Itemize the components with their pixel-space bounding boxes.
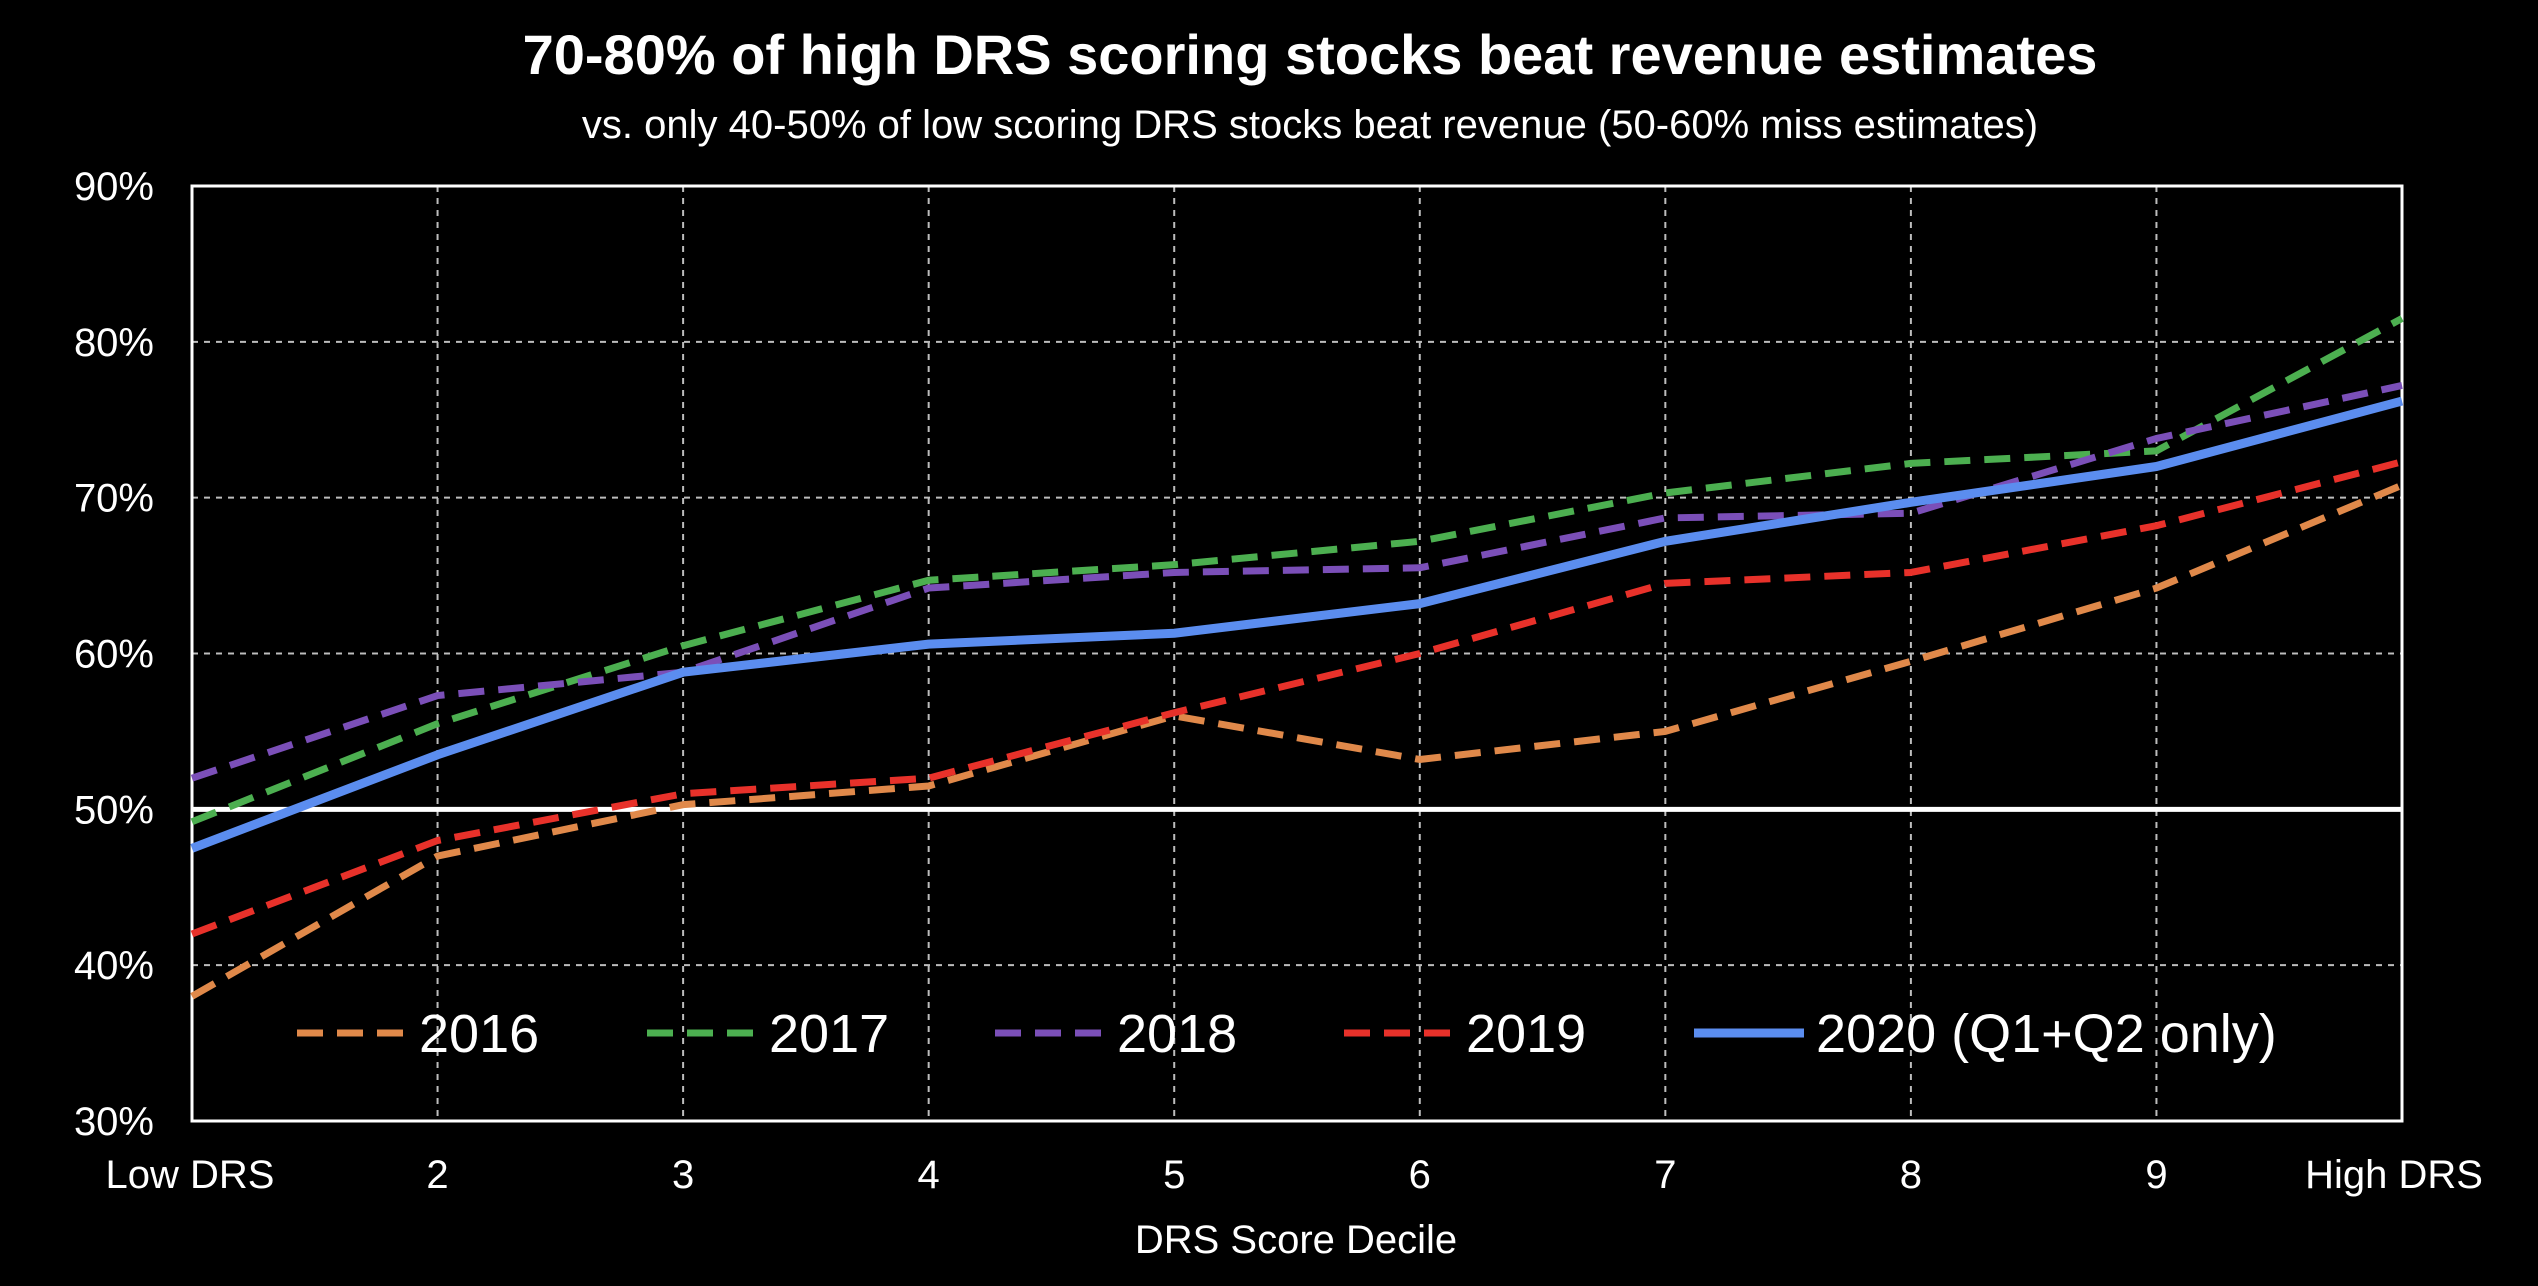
legend: 2016 2017 2018 2019 2020 (Q1+Q2 only) xyxy=(297,1004,2277,1064)
x-tick-label: 9 xyxy=(2145,1153,2167,1197)
y-tick-label: 40% xyxy=(74,944,154,988)
x-tick-label: 6 xyxy=(1409,1153,1431,1197)
y-tick-label: 60% xyxy=(74,633,154,677)
y-tick-label: 80% xyxy=(74,321,154,365)
series-line-2020 xyxy=(190,396,2404,853)
x-tick-label: 4 xyxy=(918,1153,940,1197)
legend-label-2016: 2016 xyxy=(419,1004,539,1064)
x-tick-label: 7 xyxy=(1654,1153,1676,1197)
legend-label-2017: 2017 xyxy=(769,1004,889,1064)
y-tick-label: 90% xyxy=(74,165,154,209)
chart-subtitle: vs. only 40-50% of low scoring DRS stock… xyxy=(582,103,2038,147)
series-line-2019 xyxy=(190,458,2403,938)
x-tick-label: 3 xyxy=(672,1153,694,1197)
y-tick-label: 30% xyxy=(74,1100,154,1144)
x-tick-label: 2 xyxy=(426,1153,448,1197)
series-line-2017 xyxy=(190,315,2404,826)
x-tick-label: 8 xyxy=(1900,1153,1922,1197)
plot-frame xyxy=(190,184,2404,1123)
chart-title: 70-80% of high DRS scoring stocks beat r… xyxy=(523,23,2098,86)
series-line-2018 xyxy=(190,382,2403,782)
y-tick-label: 70% xyxy=(74,477,154,521)
x-axis-label: DRS Score Decile xyxy=(1135,1218,1457,1262)
legend-label-2019: 2019 xyxy=(1466,1004,1586,1064)
x-tick-label: High DRS xyxy=(2305,1153,2483,1197)
series-line-2016 xyxy=(190,481,2404,1000)
y-tick-label: 50% xyxy=(74,788,154,832)
plot-area: 30% 40% 50% 60% 70% 80% 90% Low DRS 2 3 4 5 6 7 8 9 High… xyxy=(74,165,2483,1197)
x-tick-label: Low DRS xyxy=(106,1153,275,1197)
legend-label-2018: 2018 xyxy=(1117,1004,1237,1064)
x-tick-label: 5 xyxy=(1163,1153,1185,1197)
legend-label-2020: 2020 (Q1+Q2 only) xyxy=(1816,1004,2277,1064)
